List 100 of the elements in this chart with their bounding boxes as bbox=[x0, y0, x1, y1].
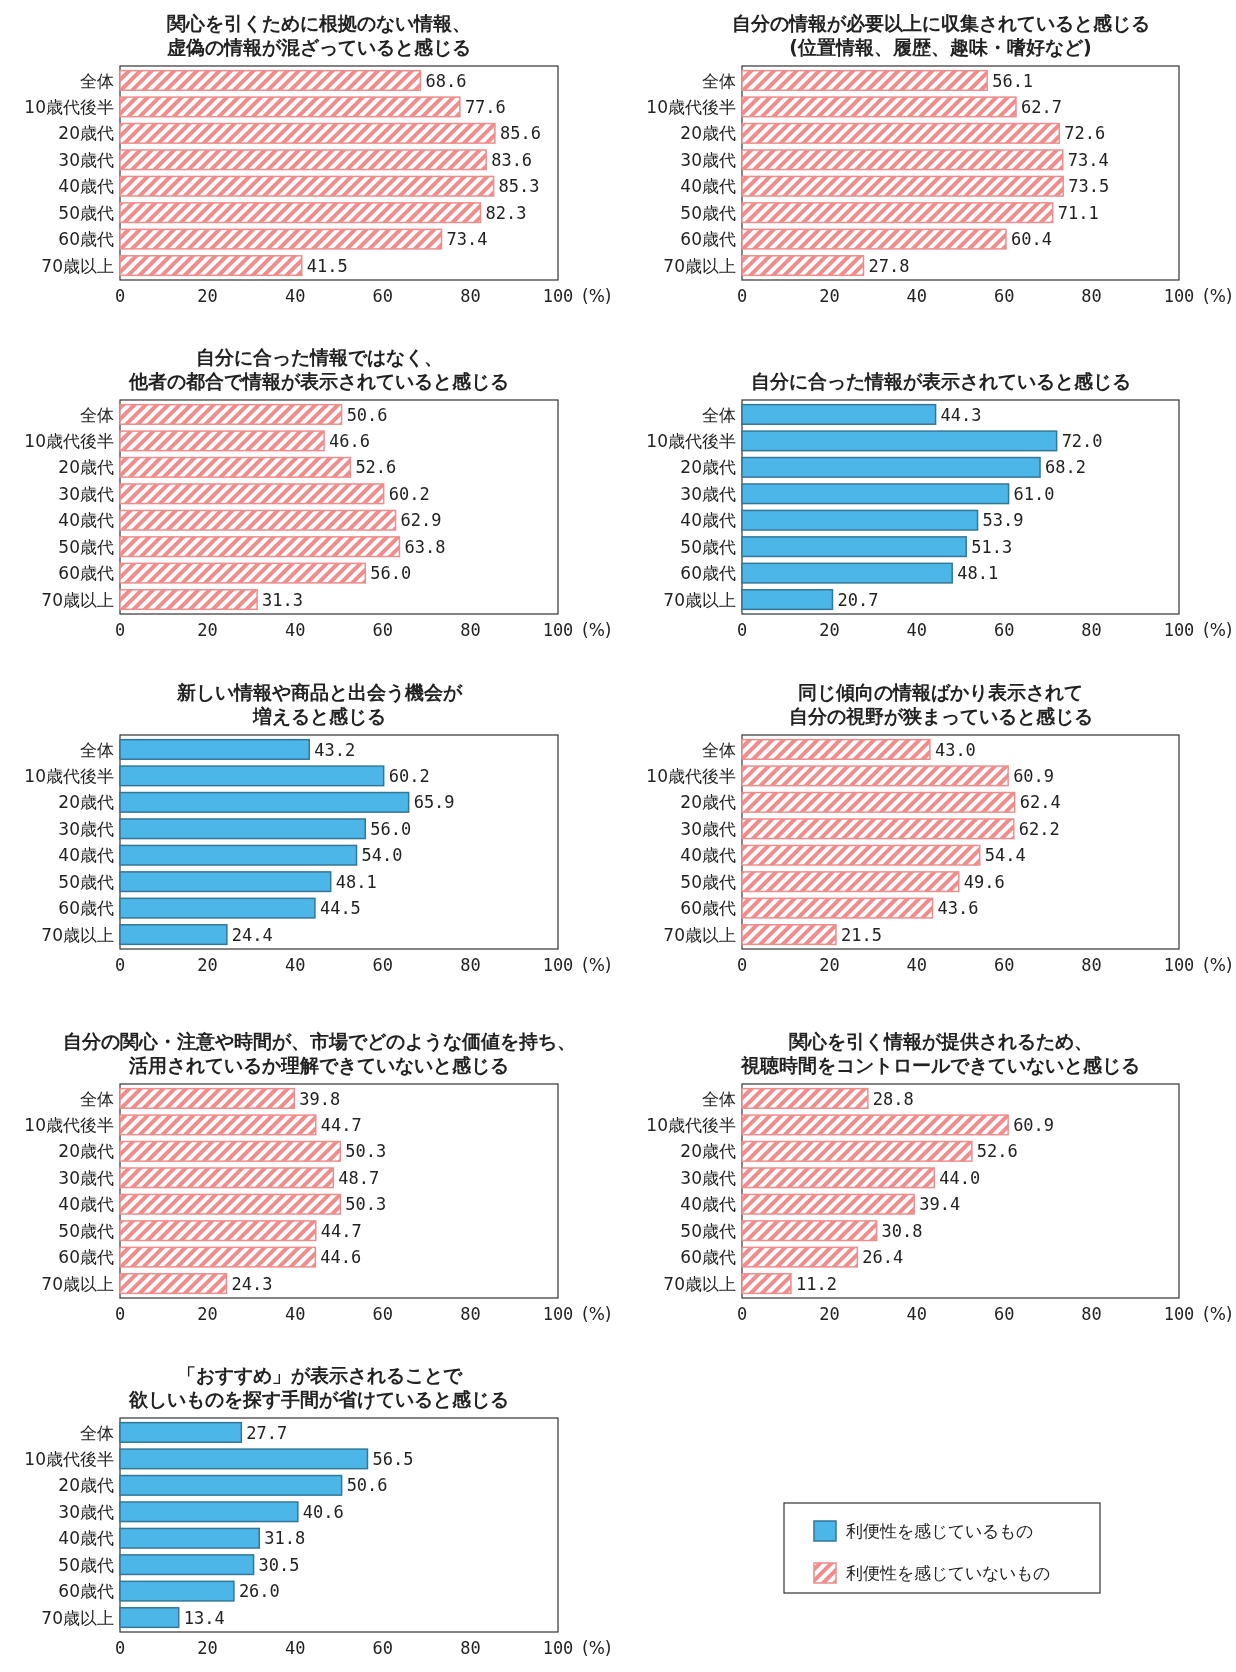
data-label: 13.4 bbox=[183, 1607, 225, 1628]
data-label: 44.3 bbox=[940, 404, 982, 425]
y-tick-label: 60歳代 bbox=[680, 1247, 736, 1268]
x-tick-label: 80 bbox=[460, 620, 481, 640]
data-label: 62.9 bbox=[400, 510, 442, 531]
bar bbox=[741, 483, 1010, 505]
bar bbox=[119, 1140, 342, 1162]
x-tick-label: 80 bbox=[1081, 286, 1102, 306]
x-tick-label: 0 bbox=[114, 1304, 126, 1324]
y-tick-label: 70歳以上 bbox=[663, 924, 736, 945]
data-label: 48.7 bbox=[338, 1167, 380, 1188]
data-label: 71.1 bbox=[1057, 202, 1099, 223]
x-axis-title: (%) bbox=[582, 1638, 612, 1658]
bar bbox=[741, 96, 1017, 118]
y-tick-label: 50歳代 bbox=[58, 871, 114, 892]
data-label: 50.3 bbox=[345, 1141, 387, 1162]
data-label: 73.5 bbox=[1068, 176, 1110, 197]
data-label: 48.1 bbox=[335, 871, 377, 892]
x-axis-title: (%) bbox=[1203, 286, 1233, 306]
data-label: 56.1 bbox=[992, 70, 1034, 91]
data-label: 39.8 bbox=[299, 1088, 341, 1109]
y-tick-label: 30歳代 bbox=[680, 1167, 736, 1188]
bar bbox=[741, 1220, 878, 1242]
data-label: 62.7 bbox=[1021, 97, 1062, 117]
bar bbox=[119, 1114, 317, 1136]
x-axis-title: (%) bbox=[582, 620, 612, 640]
bar bbox=[119, 562, 367, 584]
y-tick-label: 60歳代 bbox=[680, 898, 736, 919]
x-tick-label: 100 bbox=[1163, 286, 1195, 306]
y-tick-label: 40歳代 bbox=[680, 176, 736, 197]
bar bbox=[119, 738, 310, 760]
x-tick-label: 0 bbox=[114, 620, 126, 640]
data-label: 73.4 bbox=[446, 229, 488, 250]
y-tick-label: 10歳代後半 bbox=[24, 431, 114, 451]
x-tick-label: 40 bbox=[906, 286, 928, 306]
x-tick-label: 60 bbox=[372, 286, 394, 306]
bar bbox=[741, 69, 988, 91]
bar bbox=[119, 430, 325, 452]
data-label: 54.4 bbox=[984, 845, 1026, 866]
bar bbox=[119, 1580, 235, 1602]
bar bbox=[119, 96, 461, 118]
bar bbox=[741, 738, 931, 760]
y-tick-label: 50歳代 bbox=[680, 202, 736, 223]
data-label: 53.9 bbox=[982, 510, 1024, 531]
y-tick-label: 40歳代 bbox=[58, 845, 114, 866]
bar bbox=[119, 1554, 255, 1576]
bar bbox=[119, 122, 496, 144]
y-tick-label: 50歳代 bbox=[58, 536, 114, 557]
data-label: 44.7 bbox=[320, 1220, 362, 1241]
y-tick-label: 30歳代 bbox=[58, 483, 114, 504]
y-tick-label: 全体 bbox=[702, 1088, 736, 1109]
y-tick-label: 20歳代 bbox=[58, 792, 114, 813]
bar bbox=[119, 228, 443, 250]
x-tick-label: 100 bbox=[542, 1304, 574, 1324]
data-label: 40.6 bbox=[302, 1501, 344, 1522]
data-label: 43.0 bbox=[934, 739, 976, 760]
data-label: 61.0 bbox=[1013, 483, 1055, 504]
data-label: 49.6 bbox=[963, 871, 1005, 892]
data-label: 41.5 bbox=[306, 255, 348, 276]
bar bbox=[119, 255, 303, 277]
y-tick-label: 40歳代 bbox=[680, 845, 736, 866]
bar bbox=[119, 149, 487, 171]
y-tick-label: 20歳代 bbox=[680, 1141, 736, 1162]
y-tick-label: 全体 bbox=[80, 1088, 114, 1109]
bar bbox=[119, 1527, 261, 1549]
bar bbox=[741, 149, 1064, 171]
data-label: 56.5 bbox=[372, 1449, 414, 1469]
bar bbox=[741, 536, 967, 558]
y-tick-label: 70歳以上 bbox=[41, 255, 114, 276]
x-tick-label: 80 bbox=[1081, 1304, 1102, 1324]
data-label: 43.6 bbox=[937, 898, 979, 919]
y-tick-label: 10歳代後半 bbox=[24, 1115, 114, 1135]
x-axis-title: (%) bbox=[1203, 1304, 1233, 1324]
chart-title: 自分の関心・注意や時間が、市場でどのような価値を持ち、活用されているか理解できていないと感じる bbox=[62, 1030, 576, 1076]
data-label: 30.8 bbox=[881, 1220, 923, 1241]
bar bbox=[741, 924, 837, 946]
data-label: 68.2 bbox=[1045, 457, 1086, 478]
bar bbox=[119, 791, 410, 813]
y-tick-label: 10歳代後半 bbox=[646, 1115, 736, 1135]
x-tick-label: 100 bbox=[542, 955, 574, 975]
bar bbox=[119, 1087, 296, 1109]
x-axis-title: (%) bbox=[582, 955, 612, 975]
x-tick-label: 80 bbox=[1081, 620, 1102, 640]
data-label: 63.8 bbox=[404, 536, 446, 557]
data-label: 31.3 bbox=[262, 589, 304, 610]
data-label: 39.4 bbox=[919, 1194, 961, 1215]
x-axis-title: (%) bbox=[582, 1304, 612, 1324]
chart-title: 同じ傾向の情報ばかり表示されて自分の視野が狭まっていると感じる bbox=[788, 681, 1093, 727]
x-tick-label: 100 bbox=[1163, 620, 1195, 640]
x-tick-label: 40 bbox=[284, 620, 306, 640]
bar bbox=[119, 1220, 317, 1242]
data-label: 62.2 bbox=[1018, 818, 1060, 839]
data-label: 51.3 bbox=[971, 536, 1013, 557]
y-tick-label: 全体 bbox=[702, 70, 736, 91]
y-tick-label: 10歳代後半 bbox=[24, 1449, 114, 1469]
bar bbox=[741, 818, 1015, 840]
chart-title: 新しい情報や商品と出会う機会が増えると感じる bbox=[175, 681, 463, 727]
data-label: 44.5 bbox=[319, 898, 361, 919]
x-tick-label: 100 bbox=[1163, 955, 1195, 975]
x-tick-label: 0 bbox=[114, 955, 126, 975]
